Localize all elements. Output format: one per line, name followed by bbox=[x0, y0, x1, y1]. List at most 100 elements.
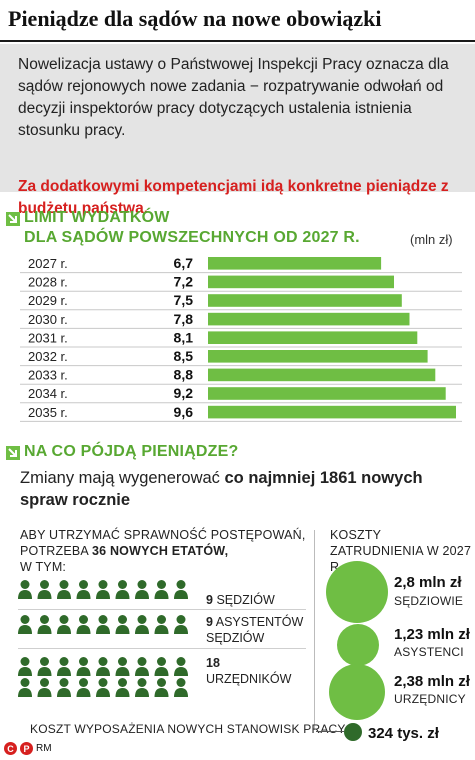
group-count: 9 bbox=[206, 593, 213, 607]
bar bbox=[208, 350, 428, 363]
person-icon bbox=[57, 580, 71, 599]
value-label: 8,1 bbox=[174, 329, 194, 345]
arrow-icon bbox=[6, 446, 20, 460]
person-icon bbox=[174, 678, 188, 697]
category-label: 2028 r. bbox=[28, 275, 68, 290]
category-label: 2035 r. bbox=[28, 405, 68, 420]
value-label: 8,8 bbox=[174, 367, 194, 383]
cost-header-line1: KOSZTY bbox=[330, 528, 382, 542]
category-label: 2032 r. bbox=[28, 349, 68, 364]
cost-label-judges: SĘDZIOWIE bbox=[394, 594, 464, 608]
people-group-clerks bbox=[18, 657, 198, 704]
person-icon bbox=[57, 678, 71, 697]
group-name: URZĘDNIKÓW bbox=[206, 672, 292, 686]
person-icon bbox=[37, 580, 52, 599]
bar bbox=[208, 387, 446, 400]
intro-highlight: Za dodatkowymi kompetencjami idą konkret… bbox=[18, 178, 449, 217]
cost-value-clerks: 2,38 mln zł bbox=[394, 673, 470, 690]
person-icon bbox=[174, 615, 188, 634]
person-icon bbox=[115, 657, 130, 676]
staff-header-line2: POTRZEBA 36 NOWYCH ETATÓW, bbox=[20, 543, 306, 559]
category-label: 2029 r. bbox=[28, 293, 68, 308]
subtitle-bold: co najmniej 1861 nowych spraw rocznie bbox=[20, 469, 423, 509]
group-name-2: SĘDZIÓW bbox=[206, 631, 265, 645]
subtitle: Zmiany mają wygenerować co najmniej 1861… bbox=[20, 467, 460, 511]
section-limit-head-2: DLA SĄDÓW POWSZECHNYCH OD 2027 R. bbox=[24, 229, 360, 246]
person-icon bbox=[37, 615, 52, 634]
author: RM bbox=[36, 743, 52, 754]
staff-header-bold: 36 NOWYCH ETATÓW, bbox=[91, 544, 229, 558]
person-icon bbox=[57, 657, 71, 676]
person-icon bbox=[154, 678, 169, 697]
person-icon bbox=[135, 678, 149, 697]
person-icon bbox=[154, 615, 169, 634]
category-label: 2030 r. bbox=[28, 312, 68, 327]
value-label: 7,2 bbox=[174, 274, 194, 290]
group-label-clerks: 18 URZĘDNIKÓW bbox=[206, 655, 291, 687]
cost-circle-assistants bbox=[337, 624, 379, 666]
person-icon bbox=[174, 580, 188, 599]
group-label-judges: 9 SĘDZIÓW bbox=[206, 592, 275, 608]
person-icon bbox=[76, 580, 91, 599]
person-icon bbox=[37, 657, 52, 676]
equipment-leader bbox=[316, 731, 344, 732]
person-icon bbox=[135, 657, 149, 676]
category-label: 2034 r. bbox=[28, 386, 68, 401]
person-icon bbox=[18, 615, 32, 634]
staff-header-pre: POTRZEBA bbox=[20, 544, 92, 558]
cost-label-assistants: ASYSTENCI bbox=[394, 645, 464, 659]
group-divider bbox=[18, 609, 306, 610]
person-icon bbox=[96, 678, 110, 697]
section-money-head: NA CO PÓJDĄ PIENIĄDZE? bbox=[24, 443, 239, 460]
page-title: Pieniądze dla sądów na nowe obowiązki bbox=[8, 6, 382, 31]
group-count: 18 bbox=[206, 656, 220, 670]
copyright-icon: C bbox=[4, 742, 17, 755]
staff-header-line1: ABY UTRZYMAĆ SPRAWNOŚĆ POSTĘPOWAŃ, bbox=[20, 528, 306, 542]
person-icon bbox=[135, 580, 149, 599]
person-icon bbox=[154, 657, 169, 676]
category-label: 2033 r. bbox=[28, 368, 68, 383]
person-icon bbox=[18, 657, 32, 676]
person-icon bbox=[96, 657, 110, 676]
person-icon bbox=[76, 678, 91, 697]
intro-box: Nowelizacja ustawy o Państwowej Inspekcj… bbox=[0, 44, 475, 217]
equipment-value: 324 tys. zł bbox=[368, 725, 439, 742]
bar bbox=[208, 312, 410, 326]
value-label: 9,6 bbox=[174, 404, 194, 420]
group-label-assistants: 9 ASYSTENTÓW SĘDZIÓW bbox=[206, 614, 303, 646]
person-icon bbox=[76, 657, 91, 676]
staff-header: ABY UTRZYMAĆ SPRAWNOŚĆ POSTĘPOWAŃ, POTRZ… bbox=[20, 527, 306, 575]
unit-label: (mln zł) bbox=[410, 232, 453, 247]
arrow-icon bbox=[6, 212, 20, 226]
value-label: 6,7 bbox=[174, 255, 194, 271]
group-count: 9 bbox=[206, 615, 213, 629]
person-icon bbox=[174, 657, 188, 676]
cost-circle-judges bbox=[326, 561, 388, 623]
value-label: 9,2 bbox=[174, 385, 194, 401]
group-name: ASYSTENTÓW bbox=[215, 615, 304, 629]
value-label: 8,5 bbox=[174, 348, 194, 364]
person-icon bbox=[37, 678, 52, 697]
people-group-judges bbox=[18, 580, 198, 606]
bar bbox=[208, 368, 436, 382]
bar bbox=[208, 257, 382, 270]
title-rule bbox=[0, 40, 475, 42]
category-label: 2027 r. bbox=[28, 256, 68, 271]
bar bbox=[208, 405, 456, 419]
person-icon bbox=[96, 580, 110, 599]
cost-circle-clerks bbox=[329, 664, 385, 720]
cost-label-clerks: URZĘDNICY bbox=[394, 692, 466, 706]
person-icon bbox=[57, 615, 71, 634]
category-label: 2031 r. bbox=[28, 330, 68, 345]
person-icon bbox=[135, 615, 149, 634]
cost-value-judges: 2,8 mln zł bbox=[394, 574, 462, 591]
press-icon: P bbox=[20, 742, 33, 755]
subtitle-text: Zmiany mają wygenerować bbox=[20, 469, 225, 487]
group-divider bbox=[18, 648, 306, 649]
person-icon bbox=[154, 580, 169, 599]
bar bbox=[208, 275, 394, 289]
person-icon bbox=[115, 580, 130, 599]
equipment-label: KOSZT WYPOSAŻENIA NOWYCH STANOWISK PRACY bbox=[30, 722, 346, 736]
cost-value-assistants: 1,23 mln zł bbox=[394, 626, 470, 643]
bar bbox=[208, 331, 418, 344]
